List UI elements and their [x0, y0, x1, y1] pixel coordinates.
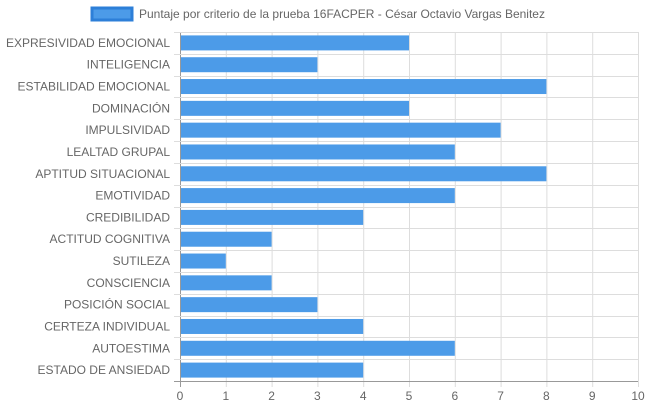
- bar[interactable]: [181, 144, 455, 160]
- category-label: ESTADO DE ANSIEDAD: [38, 363, 171, 377]
- category-label: APTITUD SITUACIONAL: [35, 167, 170, 181]
- category-label: SUTILEZA: [113, 254, 170, 268]
- bar[interactable]: [181, 188, 455, 204]
- category-label: LEALTAD GRUPAL: [67, 145, 171, 159]
- x-tick-label: 2: [268, 389, 275, 403]
- category-label: CERTEZA INDIVIDUAL: [44, 319, 170, 333]
- bar[interactable]: [181, 340, 455, 356]
- bar[interactable]: [181, 231, 272, 247]
- category-label: EMOTIVIDAD: [95, 189, 170, 203]
- x-tick-label: 6: [451, 389, 458, 403]
- bar[interactable]: [181, 209, 364, 225]
- category-label: ACTITUD COGNITIVA: [50, 232, 170, 246]
- bar[interactable]: [181, 362, 364, 378]
- x-tick-label: 8: [543, 389, 550, 403]
- x-tick-label: 1: [222, 389, 229, 403]
- bar[interactable]: [181, 297, 318, 313]
- category-label: INTELIGENCIA: [87, 58, 170, 72]
- category-label: ESTABILIDAD EMOCIONAL: [18, 80, 171, 94]
- bar[interactable]: [181, 79, 547, 95]
- bar[interactable]: [181, 57, 318, 73]
- x-tick-label: 7: [497, 389, 504, 403]
- x-tick-label: 10: [631, 389, 645, 403]
- x-tick-label: 9: [589, 389, 596, 403]
- bar[interactable]: [181, 275, 272, 291]
- category-label: AUTOESTIMA: [92, 341, 170, 355]
- x-tick-label: 3: [314, 389, 321, 403]
- category-label: CONSCIENCIA: [87, 276, 170, 290]
- legend-swatch[interactable]: [90, 6, 134, 22]
- bar[interactable]: [181, 166, 547, 182]
- bar[interactable]: [181, 100, 409, 116]
- x-tick-label: 5: [406, 389, 413, 403]
- category-label: CREDIBILIDAD: [86, 210, 170, 224]
- x-axis-tick-labels: 0 1 2 3 4 5 6 7 8 9 10: [177, 389, 645, 403]
- category-label: EXPRESIVIDAD EMOCIONAL: [6, 36, 170, 50]
- x-tick-label: 0: [177, 389, 184, 403]
- legend[interactable]: Puntaje por criterio de la prueba 16FACP…: [90, 6, 545, 22]
- category-label: POSICIÓN SOCIAL: [64, 297, 170, 312]
- bar[interactable]: [181, 253, 226, 269]
- category-labels: EXPRESIVIDAD EMOCIONAL INTELIGENCIA ESTABI…: [6, 36, 170, 377]
- bar[interactable]: [181, 122, 501, 138]
- x-tick-label: 4: [360, 389, 367, 403]
- bar[interactable]: [181, 318, 364, 334]
- bars: [181, 35, 547, 378]
- category-label: IMPULSIVIDAD: [85, 123, 170, 137]
- category-label: DOMINACIÓN: [92, 100, 170, 115]
- bar[interactable]: [181, 35, 409, 51]
- legend-label[interactable]: Puntaje por criterio de la prueba 16FACP…: [139, 7, 545, 21]
